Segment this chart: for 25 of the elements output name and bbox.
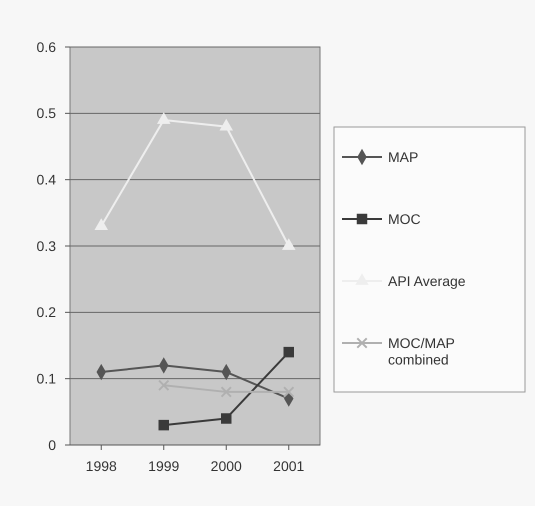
x-tick-label: 1999: [148, 458, 180, 474]
y-tick-label: 0.4: [36, 172, 56, 188]
y-tick-label: 0.6: [36, 38, 56, 55]
x-tick-label: 2000: [210, 458, 242, 474]
point: [220, 386, 232, 398]
point: [283, 386, 294, 398]
point: [158, 380, 170, 392]
legend-label: MOC/MAP combined: [388, 334, 455, 368]
y-tick-label: 0.3: [36, 238, 56, 254]
point: [94, 218, 108, 230]
legend-label: MOC: [388, 210, 421, 227]
point: [220, 119, 233, 130]
point: [221, 413, 232, 424]
legend-label: API Average: [388, 272, 466, 289]
x-tick-label: 2001: [273, 458, 305, 474]
x-tick-label: 1998: [86, 458, 118, 474]
point: [282, 238, 296, 250]
y-tick-label: 0.5: [36, 105, 56, 122]
point: [158, 420, 169, 430]
y-tick-label: 0.2: [36, 304, 56, 320]
y-tick-label: 0.1: [36, 370, 56, 387]
point: [284, 346, 294, 358]
y-tick-label: 0: [48, 436, 56, 453]
legend-label: MAP: [388, 148, 418, 165]
point: [157, 112, 170, 124]
